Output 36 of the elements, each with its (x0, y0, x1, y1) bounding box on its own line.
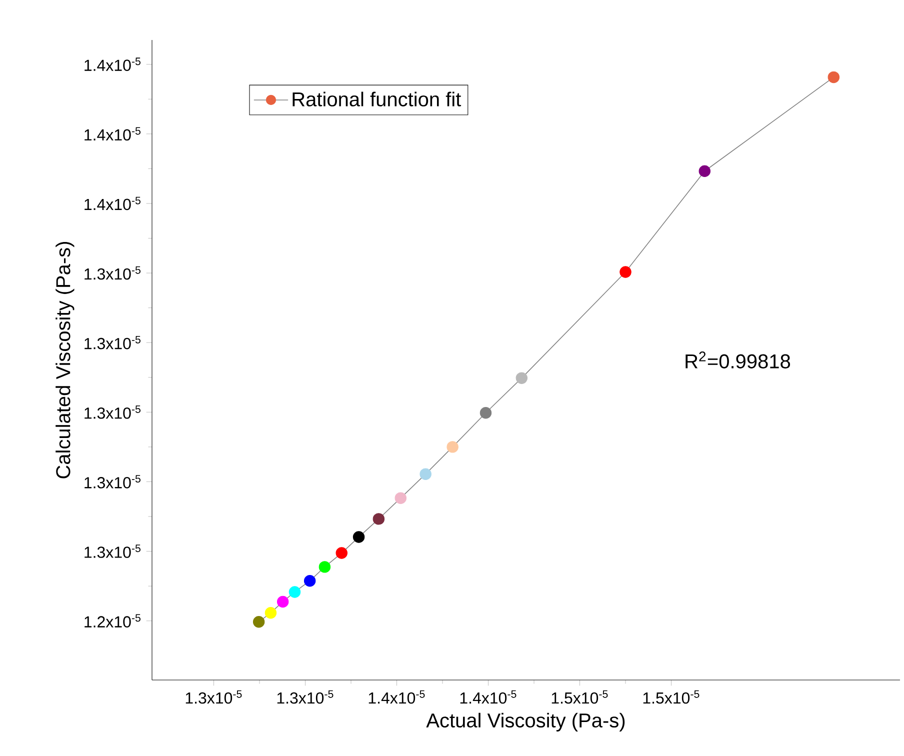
point (304, 574, 316, 587)
y-tick-label: 1.4x10$^{-5}$ (84, 58, 140, 71)
point (318, 561, 331, 573)
x-tick-label: 1.3x10$^{-5}$ (277, 690, 334, 704)
point (620, 266, 632, 278)
point (420, 468, 432, 480)
point (394, 492, 407, 504)
point (264, 606, 277, 619)
point (352, 531, 365, 543)
point (336, 547, 348, 559)
y-tick-label: 1.3x10$^{-5}$ (84, 266, 140, 280)
y-tick-label: 1.4x10$^{-5}$ (84, 127, 140, 141)
point (252, 616, 265, 628)
y-tick-label: 1.3x10$^{-5}$ (84, 544, 140, 558)
y-tick-label: 1.4x10$^{-5}$ (84, 196, 140, 210)
x-tick-label: 1.5x10$^{-5}$ (552, 690, 608, 704)
point (698, 165, 711, 177)
legend-label: Rational function fit (292, 92, 462, 106)
x-tick-label: 1.3x10$^{-5}$ (186, 690, 242, 704)
point (372, 513, 385, 525)
point (480, 406, 492, 419)
point (516, 372, 528, 384)
annotation: R$^{2}$=0.99818 (686, 352, 790, 368)
y-axis-title: Calculated Viscosity (Pa-s) (56, 242, 74, 478)
point (446, 441, 458, 453)
x-tick-label: 1.4x10$^{-5}$ (368, 690, 425, 704)
point (288, 586, 301, 598)
y-tick-label: 1.3x10$^{-5}$ (84, 406, 140, 419)
point (276, 596, 289, 608)
y-tick-label: 1.3x10$^{-5}$ (84, 475, 140, 488)
y-tick-label: 1.2x10$^{-5}$ (84, 614, 140, 628)
x-tick-label: 1.4x10$^{-5}$ (460, 690, 516, 704)
x-axis-title: Actual Viscosity (Pa-s) (426, 712, 625, 732)
y-tick-label: 1.3x10$^{-5}$ (84, 336, 140, 350)
point (828, 71, 840, 84)
x-tick-label: 1.5x10$^{-5}$ (643, 690, 700, 704)
